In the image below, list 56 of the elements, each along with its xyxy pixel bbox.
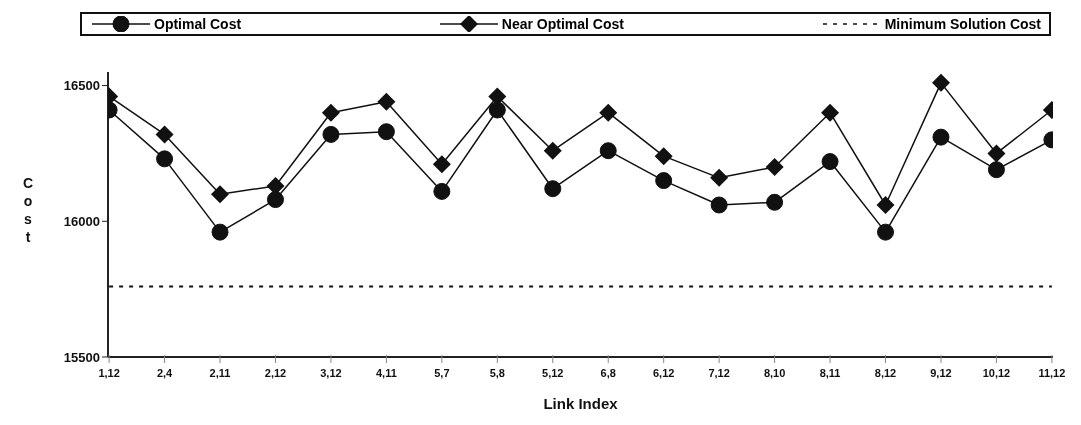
legend-label: Minimum Solution Cost: [884, 16, 1041, 32]
x-tick-label: 7,12: [708, 367, 730, 379]
x-tick-label: 2,11: [209, 367, 231, 379]
x-tick-label: 8,11: [819, 367, 841, 379]
legend-label: Optimal Cost: [154, 16, 242, 32]
x-tick-label: 6,8: [600, 367, 616, 379]
x-tick-label: 11,12: [1038, 367, 1066, 379]
point: [599, 142, 617, 160]
point: [766, 193, 784, 211]
point: [765, 158, 784, 176]
y-tick-label: 15500: [63, 349, 100, 365]
x-tick-label: 8,12: [874, 367, 897, 379]
point: [432, 155, 451, 174]
point: [211, 223, 229, 241]
point: [211, 185, 230, 204]
point: [321, 103, 340, 122]
x-tick-label: 9,12: [930, 367, 952, 379]
point: [877, 223, 895, 241]
y-tick-label: 16500: [63, 78, 100, 94]
point: [932, 128, 950, 146]
point: [654, 147, 673, 166]
point: [488, 101, 506, 119]
x-tick-label: 1,12: [98, 367, 120, 379]
x-tick-label: 2,12: [264, 367, 287, 379]
x-tick-label: 6,12: [652, 367, 675, 379]
point: [156, 150, 174, 168]
point: [710, 196, 728, 214]
y-tick-label: 16000: [63, 213, 100, 229]
x-tick-label: 2,4: [156, 367, 174, 379]
point: [377, 123, 395, 141]
point: [821, 153, 839, 171]
x-tick-label: 8,10: [763, 367, 786, 379]
point: [377, 92, 396, 111]
point: [655, 172, 673, 190]
x-tick-label: 5,12: [542, 367, 564, 379]
x-tick-label: 5,7: [434, 367, 450, 379]
point: [987, 144, 1006, 163]
x-tick-label: 5,8: [489, 367, 505, 379]
legend-label: Near Optimal Cost: [501, 16, 624, 32]
point: [876, 196, 895, 214]
point: [931, 73, 950, 92]
point: [599, 103, 618, 122]
x-tick-label: 10,12: [982, 367, 1011, 379]
point: [821, 103, 840, 122]
x-tick-label: 3,12: [320, 367, 342, 379]
point: [433, 182, 451, 200]
point: [266, 191, 284, 209]
x-axis-title: Link Index: [543, 395, 619, 412]
x-tick-label: 4,11: [375, 367, 397, 379]
point: [155, 125, 174, 144]
point: [544, 180, 562, 198]
point: [543, 141, 562, 160]
y-axis-title: Cost: [22, 174, 34, 245]
point: [322, 125, 340, 143]
point: [987, 161, 1005, 179]
point: [710, 168, 729, 187]
